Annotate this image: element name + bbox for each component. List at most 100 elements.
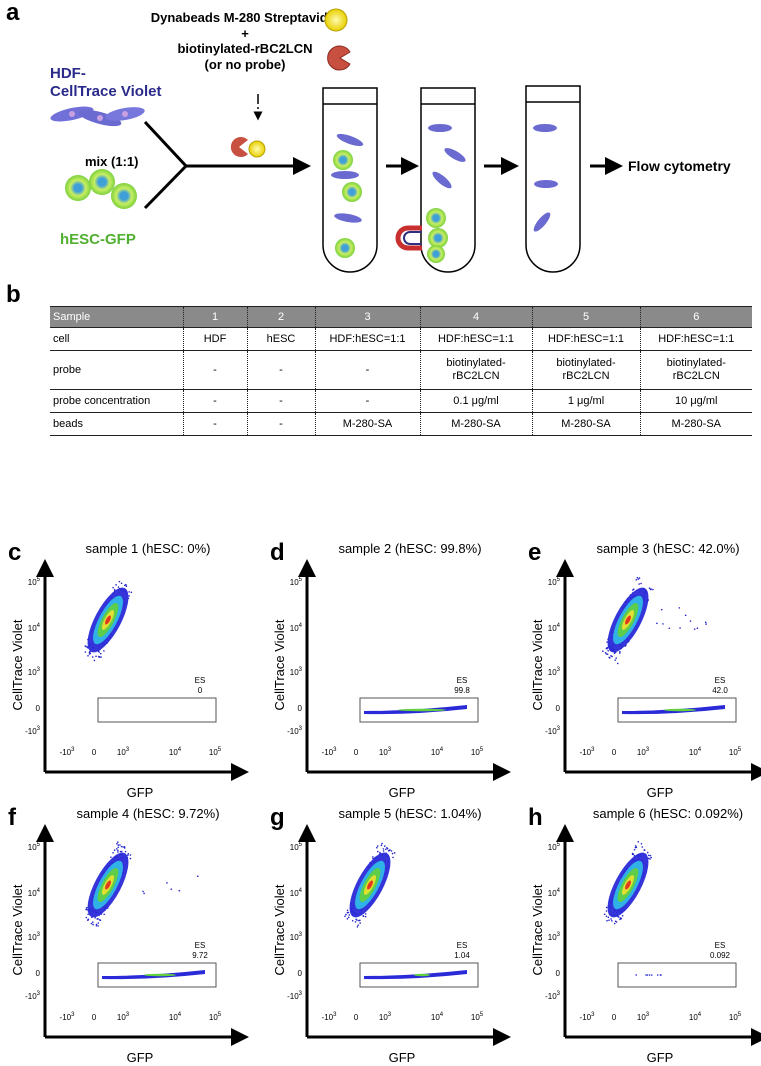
x-axis-label: GFP: [389, 1050, 416, 1065]
y-tick-label-base: -10: [287, 727, 299, 736]
event-dot: [392, 856, 394, 859]
x-tick-label-base: 10: [471, 1013, 480, 1022]
event-dot: [346, 917, 349, 920]
event-dot: [381, 842, 383, 845]
gate-value: 9.72: [192, 951, 208, 960]
y-tick-label-base: -10: [545, 992, 557, 1001]
event-dot: [346, 909, 349, 912]
event-dot: [128, 591, 130, 593]
event-dot: [605, 653, 608, 655]
event-dot: [606, 641, 608, 643]
event-dot: [648, 587, 651, 589]
y-tick-label-base: -10: [25, 727, 37, 736]
event-dot: [103, 913, 105, 916]
y-tick-label-exp: 5: [299, 842, 303, 848]
x-tick-label: 104: [169, 747, 182, 757]
x-tick-label-exp: 3: [333, 1012, 337, 1018]
table-cell: 1: [182, 306, 247, 328]
event-dot: [97, 925, 99, 927]
y-tick-label-base: 0: [556, 704, 561, 713]
table-cell: probe: [50, 350, 183, 390]
event-dot: [606, 653, 609, 656]
mix-label: mix (1:1): [85, 154, 138, 169]
y-tick-label: 104: [290, 623, 303, 633]
y-tick-label-base: 10: [28, 624, 37, 633]
x-tick-label: -103: [60, 1012, 76, 1022]
tubes: [322, 85, 581, 273]
x-tick-label: 105: [209, 1012, 222, 1022]
event-dot: [662, 623, 664, 625]
event-dot: [344, 915, 346, 918]
flow-plot: d sample 2 (hESC: 99.8%) CellTrace Violet G…: [270, 539, 511, 800]
x-tick-label-base: 10: [431, 1013, 440, 1022]
y-tick-label: 103: [290, 667, 303, 677]
event-dot: [91, 656, 94, 658]
event-dot: [604, 652, 607, 654]
event-dot: [358, 919, 360, 922]
plot-title: sample 5 (hESC: 1.04%): [338, 806, 481, 821]
event-dot: [632, 589, 634, 591]
event-dot: [650, 856, 652, 859]
x-tick-label-base: 10: [637, 748, 646, 757]
event-dot: [611, 920, 613, 922]
table-cell: biotinylated-rBC2LCN: [531, 350, 640, 390]
x-tick-label-base: 0: [612, 748, 617, 757]
event-dot: [391, 852, 394, 855]
gate-value: 42.0: [712, 686, 728, 695]
y-tick-label-exp: 4: [37, 888, 41, 894]
y-tick-label-exp: 4: [557, 888, 561, 894]
y-axis-label: CellTrace Violet: [530, 884, 545, 975]
event-dot: [95, 923, 98, 926]
y-tick-label: 105: [290, 577, 303, 587]
table-cell: probe concentration: [50, 389, 183, 413]
flow-plot: f sample 4 (hESC: 9.72%) CellTrace Violet G…: [8, 804, 249, 1065]
event-dot: [86, 908, 88, 911]
y-tick-label: 104: [548, 888, 561, 898]
x-tick-label-base: 10: [117, 1013, 126, 1022]
y-tick-label: 0: [556, 704, 561, 713]
x-tick-label-base: 0: [354, 1013, 359, 1022]
event-dot: [129, 854, 132, 856]
y-tick-label-base: 10: [28, 668, 37, 677]
table-cell: M-280-SA: [639, 412, 752, 436]
y-tick-label-base: 10: [290, 889, 299, 898]
reagent-text: +: [241, 26, 249, 41]
event-dot: [100, 656, 102, 658]
event-dot: [113, 849, 116, 852]
event-dot: [619, 652, 621, 654]
event-dot: [119, 850, 122, 853]
y-tick-label: 105: [548, 577, 561, 587]
x-tick-label-base: -10: [60, 1013, 72, 1022]
y-tick-label-base: 0: [36, 704, 41, 713]
x-tick-label-base: 10: [379, 1013, 388, 1022]
event-dot: [382, 850, 385, 852]
flow-plot: h sample 6 (hESC: 0.092%) CellTrace Violet…: [528, 804, 761, 1065]
y-axis-label: CellTrace Violet: [530, 619, 545, 710]
x-tick-label: -103: [580, 747, 596, 757]
x-tick-label-exp: 4: [440, 747, 444, 753]
event-dot: [379, 851, 381, 854]
x-tick-label-exp: 4: [178, 1012, 182, 1018]
event-dot: [129, 857, 132, 860]
event-dot: [99, 652, 102, 655]
gate-label: ES: [195, 941, 206, 950]
table-cell: 5: [531, 306, 640, 328]
event-dot: [99, 919, 102, 922]
event-dot: [364, 915, 367, 918]
x-tick-label-base: 10: [471, 748, 480, 757]
x-tick-label-exp: 3: [71, 1012, 75, 1018]
x-tick-label-base: 0: [92, 1013, 97, 1022]
x-tick-label: -103: [322, 747, 338, 757]
y-tick-label-exp: 3: [37, 991, 41, 997]
probe-icon: [230, 137, 248, 158]
x-tick-label: 0: [612, 748, 617, 757]
y-tick-label: 0: [298, 969, 303, 978]
x-tick-label-base: 0: [92, 748, 97, 757]
event-dot: [646, 974, 649, 976]
event-dot: [650, 588, 652, 590]
y-tick-label-base: -10: [545, 727, 557, 736]
event-dot: [652, 588, 654, 591]
density-blob: [105, 880, 111, 890]
reagent-text: Dynabeads M-280 Streptavidin: [151, 10, 340, 25]
